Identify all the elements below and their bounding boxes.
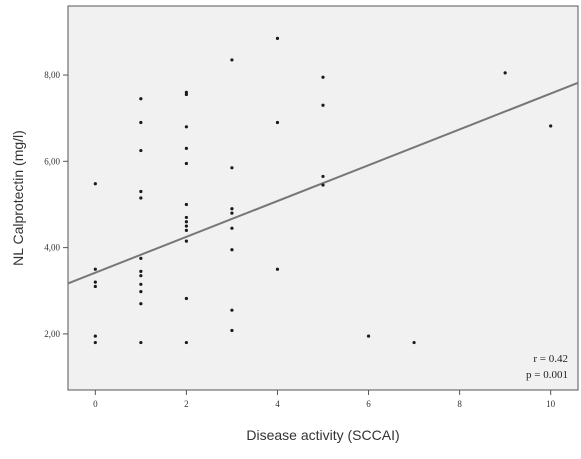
- data-point: [230, 308, 234, 312]
- x-axis-ticks: 0 2 4 6 8 10: [93, 390, 556, 409]
- x-axis-label: Disease activity (SCCAI): [246, 427, 399, 443]
- y-tick-label: 8,00: [44, 70, 60, 80]
- data-point: [184, 161, 188, 166]
- p-annotation: p = 0.001: [526, 369, 568, 381]
- plot-area: [67, 5, 579, 391]
- data-point: [230, 207, 234, 211]
- data-point: [139, 269, 143, 273]
- data-point: [139, 196, 143, 200]
- data-point: [139, 282, 143, 286]
- x-tick-label: 4: [275, 399, 280, 409]
- data-point: [139, 340, 143, 345]
- data-point: [184, 228, 188, 232]
- data-point: [93, 182, 97, 186]
- data-point: [93, 267, 97, 271]
- data-point: [230, 58, 234, 62]
- data-point: [184, 220, 188, 224]
- data-point: [230, 211, 234, 215]
- x-tick-label: 8: [457, 399, 462, 409]
- y-tick-label: 6,00: [44, 156, 60, 166]
- data-point: [275, 36, 280, 40]
- data-point: [503, 71, 507, 75]
- data-point: [93, 334, 97, 338]
- data-point: [93, 284, 97, 289]
- y-tick-label: 4,00: [44, 243, 60, 253]
- y-tick-label: 2,00: [44, 329, 60, 339]
- y-axis-label: NL Calprotectin (mg/l): [10, 130, 26, 266]
- data-point: [139, 148, 143, 153]
- data-point: [184, 202, 188, 207]
- data-point: [549, 124, 553, 128]
- data-point: [184, 92, 188, 97]
- data-point: [93, 280, 97, 284]
- x-tick-label: 6: [366, 399, 371, 409]
- data-point: [321, 174, 325, 179]
- data-point: [230, 328, 234, 333]
- data-point: [321, 183, 325, 187]
- data-point: [184, 239, 188, 243]
- data-point: [184, 340, 188, 345]
- data-point: [230, 248, 234, 252]
- data-point: [184, 125, 188, 129]
- data-point: [139, 256, 143, 261]
- data-point: [184, 224, 188, 228]
- data-point: [184, 296, 188, 301]
- x-tick-label: 0: [93, 399, 98, 409]
- data-point: [230, 166, 234, 170]
- data-point: [321, 75, 325, 79]
- data-point: [230, 226, 234, 230]
- data-point: [184, 146, 188, 150]
- data-point: [366, 334, 371, 338]
- data-points: [93, 36, 553, 345]
- data-point: [275, 267, 280, 271]
- data-point: [139, 274, 143, 278]
- data-point: [275, 120, 280, 125]
- data-point: [412, 340, 416, 345]
- x-tick-label: 10: [546, 399, 556, 409]
- data-point: [139, 302, 143, 306]
- data-point: [139, 120, 143, 125]
- y-axis-ticks: 2,00 4,00 6,00 8,00: [44, 70, 68, 339]
- x-tick-label: 2: [184, 399, 189, 409]
- data-point: [93, 340, 97, 345]
- data-point: [321, 103, 325, 107]
- r-annotation: r = 0.42: [533, 353, 568, 365]
- regression-line: [67, 81, 579, 285]
- data-point: [139, 97, 143, 101]
- data-point: [139, 290, 143, 294]
- data-point: [139, 189, 143, 194]
- data-point: [184, 215, 188, 220]
